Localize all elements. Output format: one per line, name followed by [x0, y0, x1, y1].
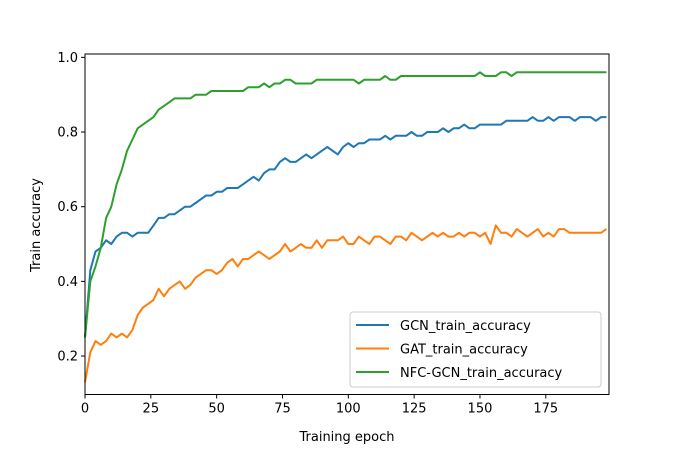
legend-box — [349, 311, 602, 388]
y-tick-label: 0.4 — [57, 275, 78, 290]
y-tick-label: 0.2 — [57, 350, 78, 365]
y-tick-label: 0.8 — [57, 126, 78, 141]
x-tick-label: 100 — [336, 402, 361, 417]
x-tick-label: 25 — [143, 402, 160, 417]
x-axis-label: Training epoch — [298, 430, 394, 445]
y-tick-label: 0.6 — [57, 200, 78, 215]
y-tick-label: 1.0 — [57, 51, 78, 66]
x-tick-label: 150 — [468, 402, 493, 417]
series-line-gat — [84, 224, 607, 383]
legend: GCN_train_accuracy GAT_train_accuracy NF… — [349, 311, 602, 388]
x-tick-label: 0 — [81, 402, 89, 417]
x-tick-label: 50 — [208, 402, 225, 417]
x-tick-label: 125 — [402, 402, 427, 417]
plot-frame — [84, 53, 610, 395]
series-layer — [84, 71, 607, 383]
legend-label-gcn: GCN_train_accuracy — [400, 319, 531, 334]
x-tick-label: 175 — [533, 402, 558, 417]
y-axis: 0.2 0.4 0.6 0.8 1.0 — [57, 51, 85, 365]
y-axis-label: Train accuracy — [29, 178, 44, 273]
x-axis: 0 25 50 75 100 125 150 175 — [81, 394, 558, 417]
legend-label-gat: GAT_train_accuracy — [400, 343, 528, 358]
x-tick-label: 75 — [274, 402, 291, 417]
series-line-gcn — [84, 116, 607, 338]
legend-label-nfc-gcn: NFC-GCN_train_accuracy — [400, 366, 563, 381]
series-line-nfc-gcn — [84, 71, 607, 338]
